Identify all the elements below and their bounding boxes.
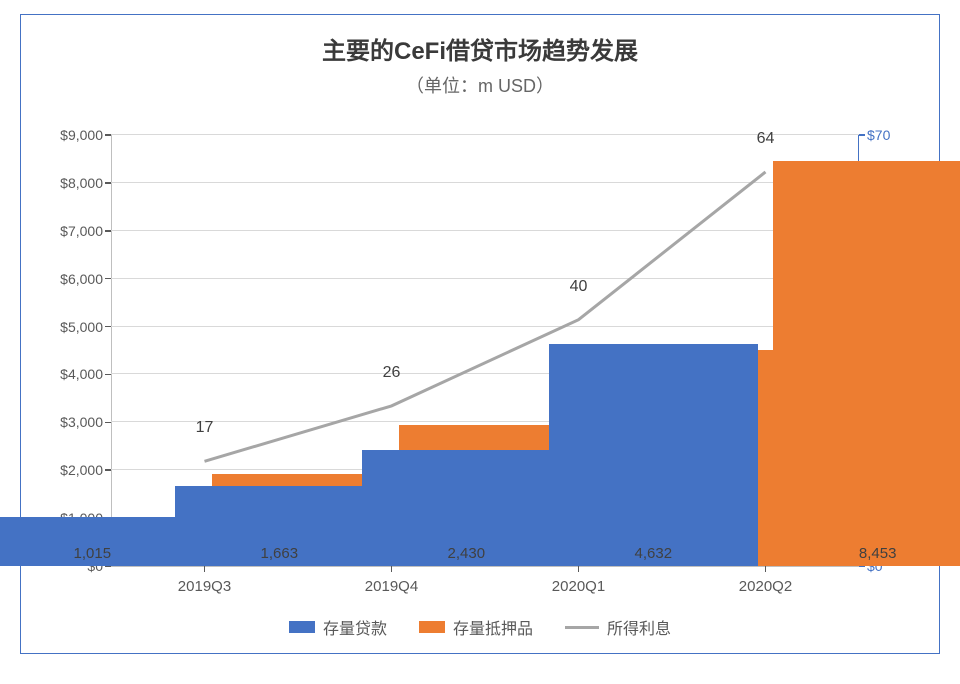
x-tick-label: 2020Q2: [739, 578, 792, 595]
x-tick-label: 2019Q3: [178, 578, 231, 595]
line-point-label: 40: [570, 278, 588, 296]
plot-area: $0$1,000$2,000$3,000$4,000$5,000$6,000$7…: [111, 135, 859, 567]
legend: 存量贷款 存量抵押品 所得利息: [21, 615, 939, 639]
line-point-label: 64: [757, 130, 775, 148]
y-tick-left: $9,000: [60, 127, 103, 143]
legend-item-interest: 所得利息: [565, 615, 671, 639]
line-point-label: 17: [196, 419, 214, 437]
line-series: [111, 135, 859, 566]
legend-label-interest: 所得利息: [607, 615, 671, 639]
y-tick-left: $4,000: [60, 366, 103, 382]
chart-subtitle: （单位：m USD）: [21, 72, 939, 98]
x-tick-label: 2019Q4: [365, 578, 418, 595]
legend-swatch-interest: [565, 626, 599, 629]
legend-label-loans: 存量贷款: [323, 615, 387, 639]
legend-item-collateral: 存量抵押品: [419, 615, 533, 639]
y-tick-left: $2,000: [60, 462, 103, 478]
y-tick-left: $5,000: [60, 319, 103, 335]
y-tick-left: $3,000: [60, 414, 103, 430]
legend-label-collateral: 存量抵押品: [453, 615, 533, 639]
y-tick-left: $8,000: [60, 175, 103, 191]
y-tick-left: $6,000: [60, 271, 103, 287]
line-point-label: 26: [383, 364, 401, 382]
legend-swatch-loans: [289, 621, 315, 633]
chart-card: 主要的CeFi借贷市场趋势发展 （单位：m USD） $0$1,000$2,00…: [20, 14, 940, 654]
y-tick-right: $70: [867, 127, 890, 143]
chart-title: 主要的CeFi借贷市场趋势发展: [21, 31, 939, 66]
legend-item-loans: 存量贷款: [289, 615, 387, 639]
x-tick-label: 2020Q1: [552, 578, 605, 595]
y-tick-left: $7,000: [60, 223, 103, 239]
legend-swatch-collateral: [419, 621, 445, 633]
